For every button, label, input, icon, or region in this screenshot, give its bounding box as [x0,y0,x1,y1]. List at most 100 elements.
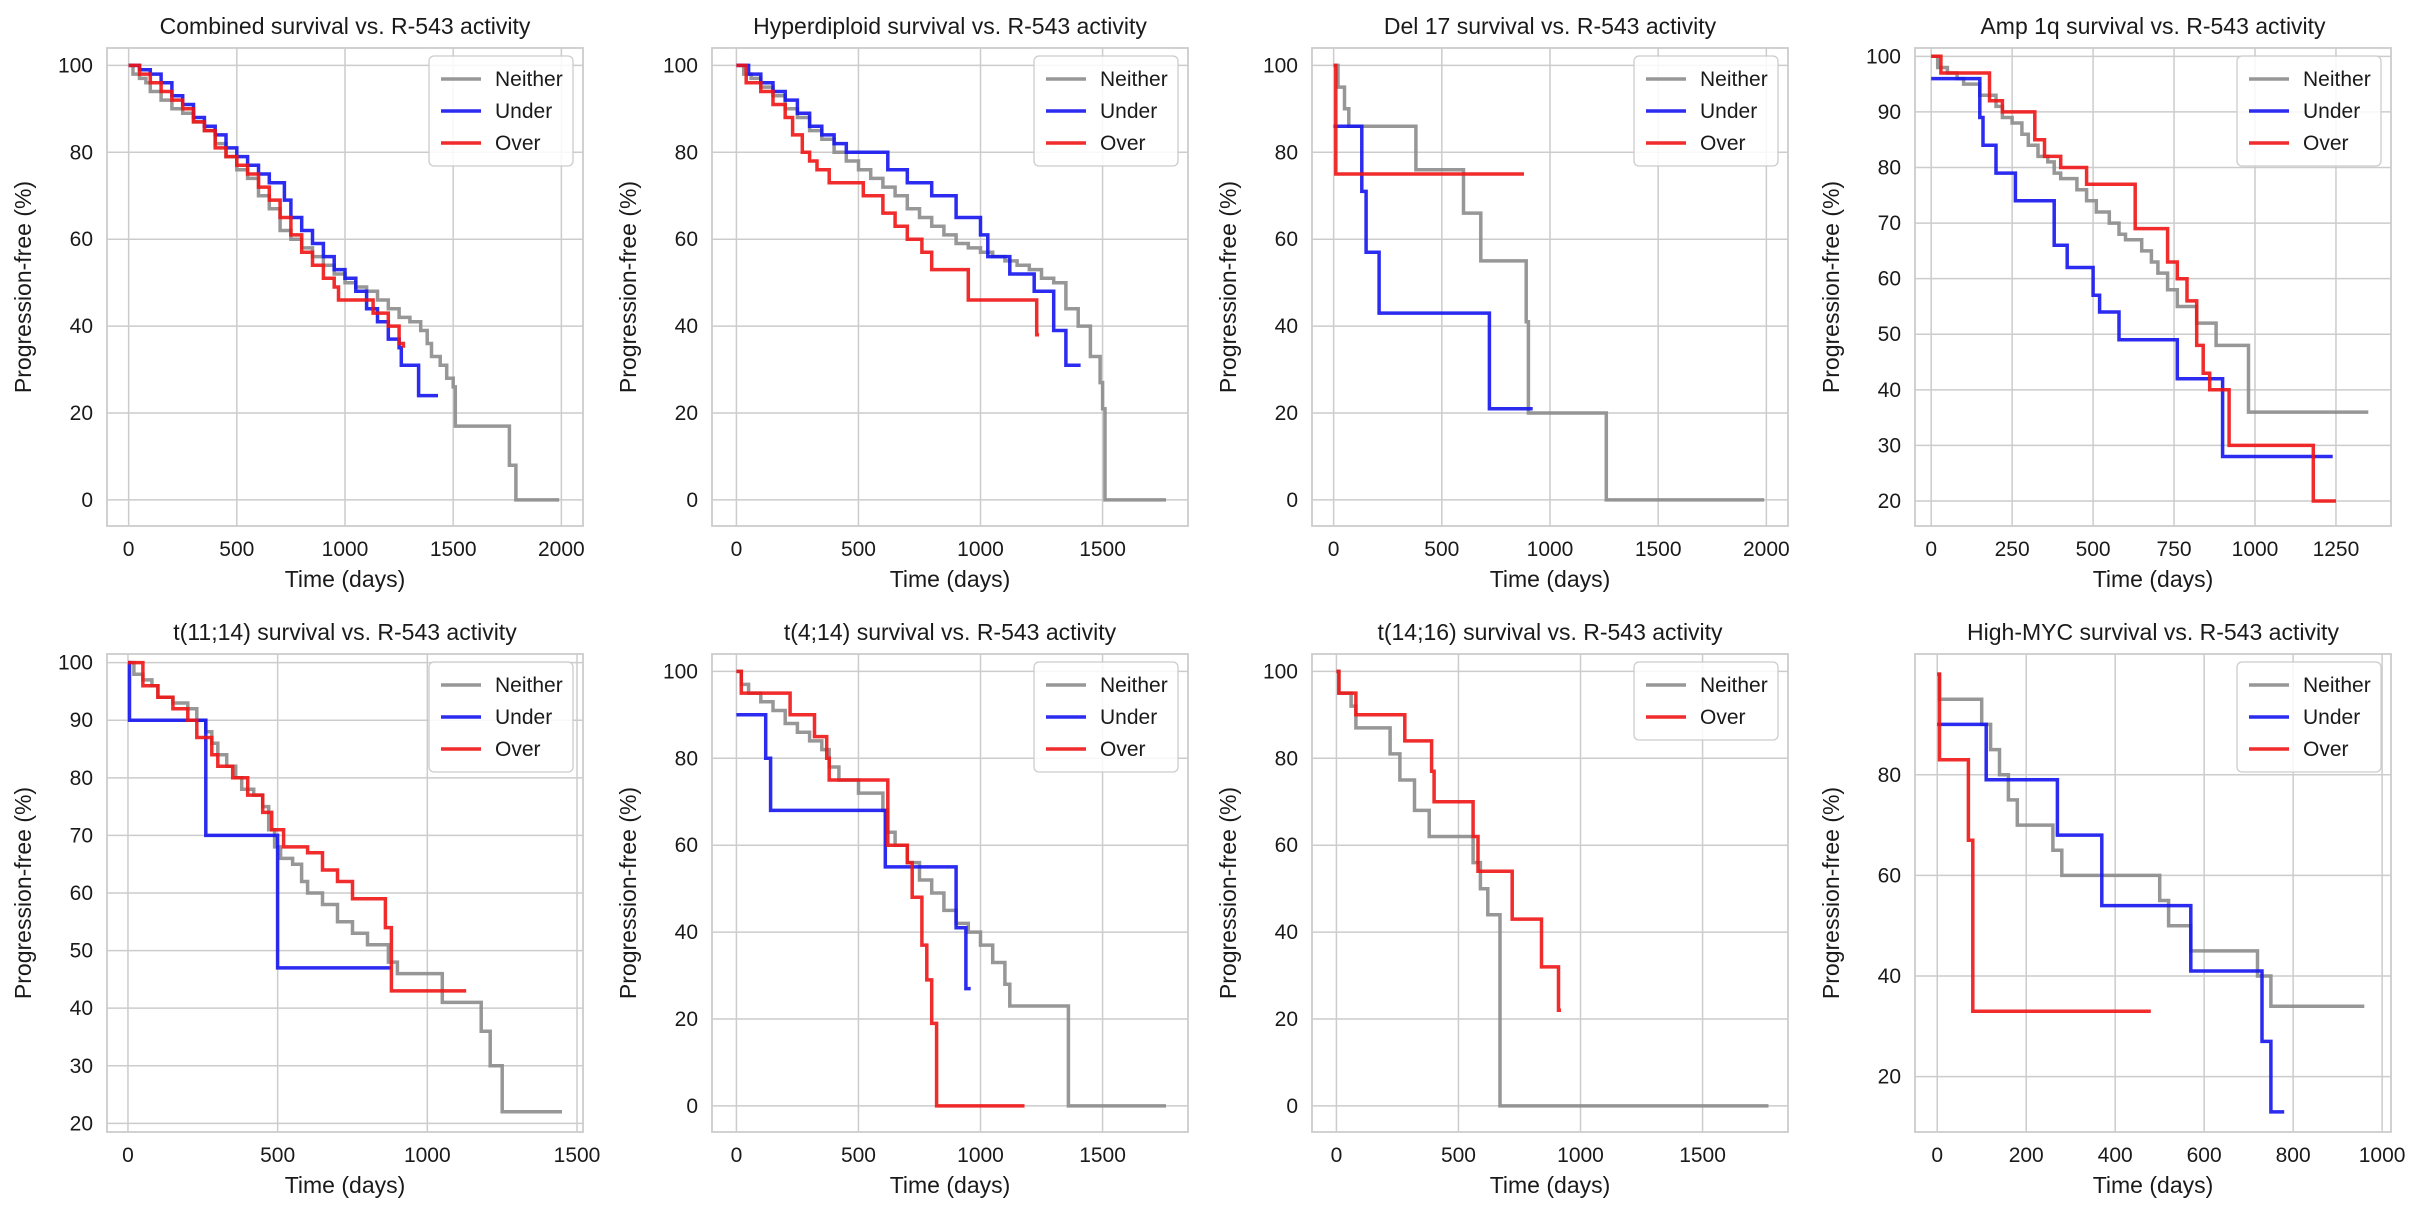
x-tick-label: 2000 [1743,538,1790,561]
y-tick-label: 90 [1878,101,1901,124]
y-tick-label: 100 [58,54,93,77]
legend: Neither Over [1633,661,1779,741]
x-tick-label: 0 [1925,538,1937,561]
series-line-over [128,660,467,993]
y-tick-label: 80 [1878,764,1901,787]
chart-title: t(14;16) survival vs. R-543 activity [1377,619,1723,645]
legend-box [1633,661,1779,741]
y-tick-label: 20 [70,1112,93,1135]
legend-label-neither: Neither [1700,674,1768,697]
y-tick-label: 100 [58,652,93,675]
x-tick-label: 800 [2276,1144,2311,1167]
x-axis-label: Time (days) [285,1172,406,1198]
legend-box [2236,661,2382,773]
x-tick-label: 1000 [2359,1144,2406,1167]
legend-label-neither: Neither [1100,68,1168,91]
x-tick-label: 1500 [1079,1144,1126,1167]
legend-box [1033,661,1179,773]
chart-title: High-MYC survival vs. R-543 activity [1967,619,2339,645]
x-tick-label: 1500 [1635,538,1682,561]
chart-panel-7: 0 500 1000 1500 0 20 40 60 80 100 t(14;16) surviva… [1215,619,1789,1198]
x-tick-label: 1000 [957,538,1004,561]
y-tick-label: 60 [1275,834,1298,857]
series-line-over [736,63,1040,337]
legend-label-over: Over [2303,132,2349,155]
legend-label-neither: Neither [2303,674,2371,697]
x-axis-label: Time (days) [890,566,1011,592]
x-tick-label: 0 [1328,538,1340,561]
x-axis-label: Time (days) [2093,566,2214,592]
y-tick-label: 20 [1878,1066,1901,1089]
x-tick-label: 750 [2157,538,2192,561]
y-tick-label: 60 [1878,268,1901,291]
chart-title: t(11;14) survival vs. R-543 activity [173,619,517,645]
plot-frame [106,47,584,527]
chart-panel-6: 0 500 1000 1500 0 20 40 60 80 100 t(4;14) survival… [615,619,1189,1198]
y-tick-label: 80 [675,747,698,770]
y-tick-label: 40 [675,315,698,338]
legend-label-over: Over [1100,738,1146,761]
legend-label-under: Under [1100,100,1157,123]
series-line-under [1333,124,1533,411]
series-line-under [1931,76,2333,459]
x-tick-label: 0 [731,1144,743,1167]
y-axis-label: Progression-free (%) [615,181,641,393]
chart-panel-8: 0 200 400 600 800 1000 20 40 60 80 High-MYC surviv… [1818,619,2405,1198]
x-tick-label: 1500 [1679,1144,1726,1167]
plot-frame [106,653,584,1133]
series-line-under [1937,722,2285,1114]
series-line-over [1333,63,1524,176]
y-tick-label: 20 [1878,490,1901,513]
y-tick-label: 80 [70,141,93,164]
y-tick-label: 0 [81,489,93,512]
legend-label-neither: Neither [495,674,563,697]
series-line-under [736,63,1081,367]
y-tick-label: 60 [1275,228,1298,251]
x-tick-label: 1000 [1557,1144,1604,1167]
legend-label-neither: Neither [1100,674,1168,697]
legend: Neither Under Over [2236,55,2382,167]
y-tick-label: 50 [1878,323,1901,346]
chart-title: Amp 1q survival vs. R-543 activity [1980,13,2326,39]
chart-panel-5: 0 500 1000 1500 20 30 40 50 60 70 80 90 100 t(11;14) … [10,619,600,1198]
y-tick-label: 80 [70,767,93,790]
legend-label-under: Under [1700,100,1757,123]
x-tick-label: 1000 [404,1144,451,1167]
legend-label-under: Under [495,100,552,123]
y-tick-label: 70 [1878,212,1901,235]
legend: Neither Under Over [2236,661,2382,773]
y-tick-label: 60 [1878,864,1901,887]
x-tick-label: 1000 [957,1144,1004,1167]
y-tick-label: 20 [70,402,93,425]
y-tick-label: 80 [1275,141,1298,164]
x-tick-label: 1500 [1079,538,1126,561]
y-axis-label: Progression-free (%) [1818,787,1844,999]
series-line-under [736,713,971,991]
y-tick-label: 20 [675,1008,698,1031]
y-tick-label: 60 [675,228,698,251]
y-tick-label: 20 [1275,402,1298,425]
legend-label-neither: Neither [495,68,563,91]
plot-frame [711,47,1189,527]
y-tick-label: 100 [663,660,698,683]
chart-title: Hyperdiploid survival vs. R-543 activity [753,13,1147,39]
x-tick-label: 500 [219,538,254,561]
y-tick-label: 20 [1275,1008,1298,1031]
chart-panel-3: 0 500 1000 1500 2000 0 20 40 60 80 100 Del 17 survi… [1215,13,1790,592]
legend-label-under: Under [2303,100,2360,123]
legend-label-over: Over [1700,132,1746,155]
y-axis-label: Progression-free (%) [1215,787,1241,999]
x-tick-label: 600 [2187,1144,2222,1167]
y-tick-label: 40 [1275,315,1298,338]
y-tick-label: 40 [70,315,93,338]
y-axis-label: Progression-free (%) [1215,181,1241,393]
chart-title: t(4;14) survival vs. R-543 activity [784,619,1117,645]
legend: Neither Under Over [428,661,574,773]
series-line-neither [1931,54,2369,414]
series-line-over [1336,669,1561,1013]
legend: Neither Under Over [1633,55,1779,167]
chart-panel-1: 0 500 1000 1500 2000 0 20 40 60 80 100 Combined sur… [10,13,585,592]
x-tick-label: 500 [841,1144,876,1167]
plot-frame [1311,47,1789,527]
